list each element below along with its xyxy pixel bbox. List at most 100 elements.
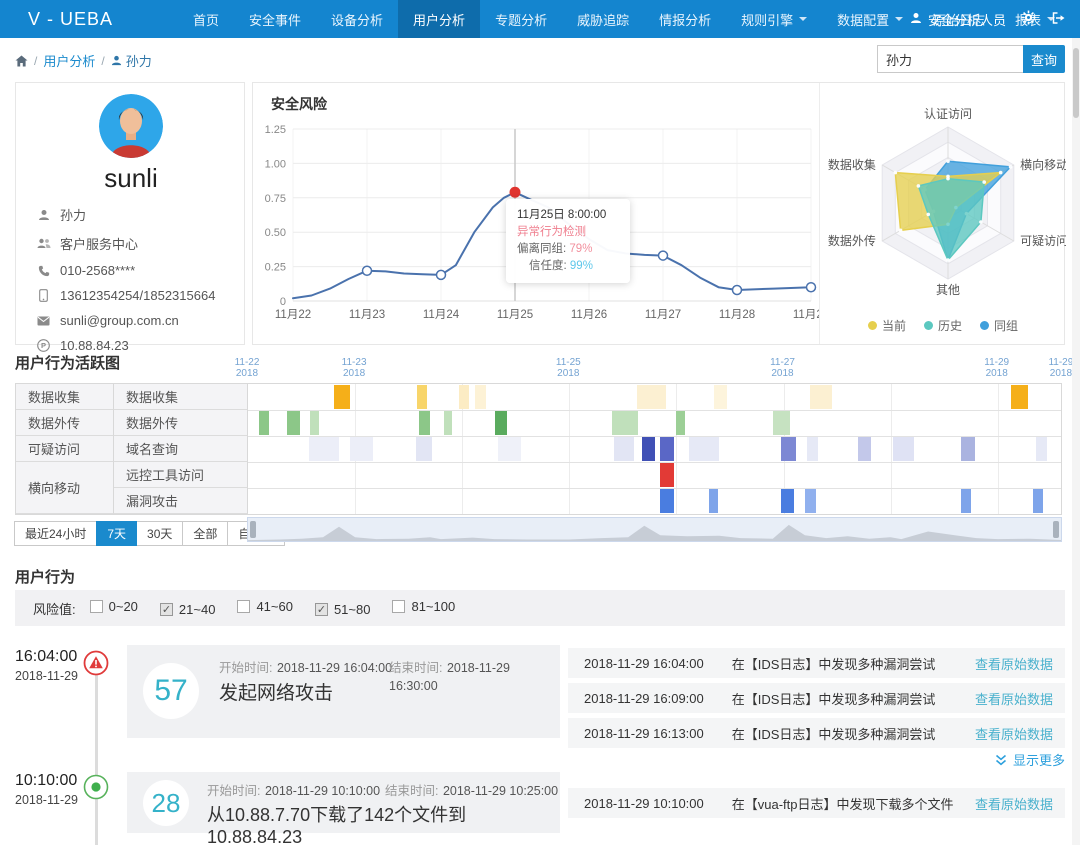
activity-block [416, 437, 433, 461]
nav-item-7[interactable]: 情报分析 [644, 0, 726, 38]
event-title: 从10.88.7.70下载了142个文件到10.88.84.23 [207, 805, 467, 845]
svg-text:11月23: 11月23 [349, 309, 385, 321]
avatar [99, 94, 163, 158]
activity-block [892, 437, 915, 461]
nav-item-1[interactable]: 首页 [178, 0, 234, 38]
search-bar: 查询 [877, 45, 1065, 73]
logout-icon[interactable] [1051, 11, 1066, 28]
risk-chart-title: 安全风险 [271, 96, 327, 112]
home-icon[interactable] [15, 55, 28, 67]
legend-item-同组[interactable]: 同组 [980, 317, 1018, 334]
row-gridline [248, 410, 1061, 411]
activity-block [961, 437, 976, 461]
view-raw-data-link[interactable]: 查看原始数据 [974, 691, 1053, 707]
svg-text:P: P [41, 341, 46, 350]
tooltip-deviation-value: 79% [569, 243, 593, 255]
view-raw-data-link[interactable]: 查看原始数据 [974, 656, 1053, 672]
view-raw-data-link[interactable]: 查看原始数据 [974, 796, 1053, 812]
legend-item-历史[interactable]: 历史 [923, 317, 962, 334]
activity-heatmap [248, 384, 1061, 514]
gear-icon[interactable] [1021, 10, 1036, 28]
scrollbar-thumb[interactable] [1073, 48, 1079, 118]
user-icon [910, 12, 922, 27]
nav-item-label: 设备分析 [331, 12, 384, 28]
search-button[interactable]: 查询 [1023, 45, 1065, 73]
profile-phone: 010-2568**** [60, 263, 136, 278]
risk-range-checkbox-1[interactable]: 0~20 [89, 599, 138, 614]
activity-block [309, 437, 339, 461]
activity-block [444, 411, 452, 435]
profile-name: 孙力 [60, 208, 87, 223]
svg-text:1.25: 1.25 [265, 124, 286, 136]
navbar: V - UEBA 首页 安全事件 设备分析 用户分析 专题分析 威胁追踪 情报分析 规则引擎 数… [0, 0, 1080, 38]
risk-range-checkbox-5[interactable]: 81~100 [392, 599, 455, 614]
risk-range-checkbox-3[interactable]: 41~60 [237, 599, 293, 614]
activity-block [495, 411, 508, 435]
nav-item-8[interactable]: 规则引擎 [726, 0, 822, 38]
show-more[interactable]: 显示更多 [568, 750, 1065, 772]
activity-block [1036, 437, 1047, 461]
search-input[interactable] [877, 45, 1023, 73]
minimap-handle-right[interactable] [1053, 521, 1059, 538]
range-button-4[interactable]: 全部 [182, 521, 229, 546]
activity-block [497, 437, 522, 461]
profile-email: sunli@group.com.cn [60, 313, 179, 328]
activity-category-4: 横向移动 [16, 462, 114, 514]
svg-text:可疑访问: 可疑访问 [1020, 233, 1066, 248]
range-button-1[interactable]: 最近24小时 [14, 521, 98, 546]
checkbox-icon [89, 599, 103, 613]
minimap-handle-left[interactable] [250, 521, 256, 538]
risk-range-checkbox-4[interactable]: ✓ 51~80 [314, 602, 370, 617]
activity-behavior-5: 漏洞攻击 [114, 488, 248, 514]
breadcrumb-current: 孙力 [125, 54, 152, 69]
nav-item-6[interactable]: 威胁追踪 [562, 0, 644, 38]
behavior-title: 用户行为 [15, 569, 76, 586]
nav-item-9[interactable]: 数据配置 [822, 0, 918, 38]
row-gridline [248, 488, 1061, 489]
legend-label: 当前 [881, 319, 906, 333]
nav-item-10[interactable]: 原始日志 [918, 0, 1000, 38]
activity-block [807, 437, 818, 461]
security-risk-panel: 安全风险 0 0.25 0.50 0.75 1.00 1.25 11月22 11月23 11月2… [252, 82, 1068, 345]
nav-item-3[interactable]: 设备分析 [316, 0, 398, 38]
risk-range-checkbox-2[interactable]: ✓ 21~40 [159, 602, 215, 617]
nav-item-5[interactable]: 专题分析 [480, 0, 562, 38]
user-menu[interactable]: 安全分析人员 [910, 10, 1006, 29]
time-range-buttons: 最近24小时7天30天全部自定义 [14, 521, 286, 546]
profile-name-row: 孙力 [36, 205, 246, 224]
legend-label: 历史 [937, 319, 962, 333]
svg-text:0.50: 0.50 [265, 227, 286, 239]
nav-item-4[interactable]: 用户分析 [398, 0, 481, 38]
profile-card: sunli 孙力 客户服务中心 010-2568**** 13612354254… [15, 82, 246, 353]
svg-text:0: 0 [280, 296, 286, 308]
timeline-minimap[interactable] [247, 517, 1062, 542]
profile-username: sunli [104, 163, 158, 193]
activity-block [417, 385, 427, 409]
view-raw-data-link[interactable]: 查看原始数据 [974, 726, 1053, 742]
range-button-2[interactable]: 7天 [96, 521, 138, 546]
range-button-3[interactable]: 30天 [136, 521, 184, 546]
profile-ip-row: P 10.88.84.23 [36, 338, 246, 353]
log-time: 2018-11-29 10:10:00 [584, 795, 704, 811]
activity-block [636, 385, 666, 409]
ok-icon [83, 774, 109, 805]
breadcrumb-section[interactable]: 用户分析 [43, 54, 96, 69]
nav-item-label: 情报分析 [659, 12, 712, 28]
day-gridline [997, 384, 999, 514]
legend-item-当前[interactable]: 当前 [867, 317, 906, 334]
log-time: 2018-11-29 16:04:00 [584, 655, 704, 671]
event-card: 28 开始时间: 2018-11-29 10:10:00 结束时间: 2018-… [127, 772, 560, 845]
nav-item-2[interactable]: 安全事件 [234, 0, 316, 38]
double-chevron-down-icon [995, 754, 1007, 765]
activity-block [1033, 489, 1043, 513]
activity-block [310, 411, 319, 435]
log-desc: 在【IDS日志】中发现多种漏洞尝试 [731, 726, 936, 742]
activity-axis: 11-22 2018 11-23 2018 11-25 2018 11-27 2018 11-2… [235, 357, 1074, 381]
activity-block [286, 411, 301, 435]
risk-line-chart: 0 0.25 0.50 0.75 1.00 1.25 11月22 11月23 11月24 11月2… [265, 124, 819, 321]
scrollbar-track[interactable] [1072, 38, 1080, 845]
profile-mobile: 13612354254/1852315664 [60, 288, 216, 303]
activity-behavior-2: 数据外传 [114, 410, 248, 436]
profile-department-row: 客户服务中心 [36, 234, 246, 253]
activity-behavior-column: 数据收集 数据外传 域名查询 远控工具访问 漏洞攻击 [114, 384, 248, 514]
